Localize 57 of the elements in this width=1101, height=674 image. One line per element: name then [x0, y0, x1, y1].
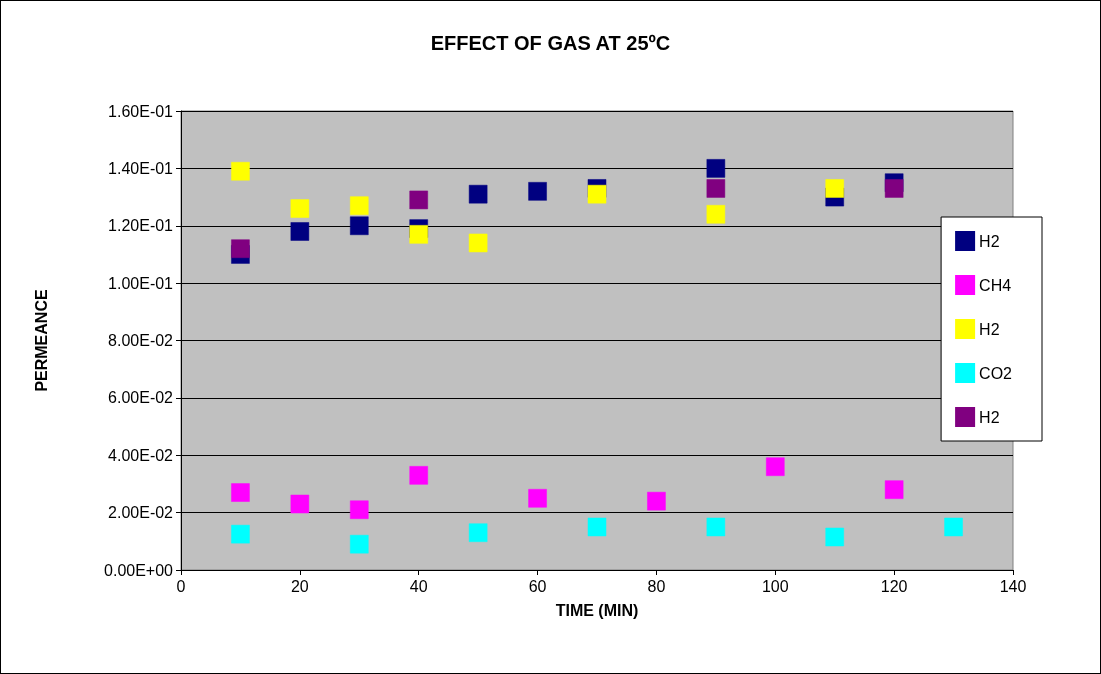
y-tick-label: 1.00E-01	[108, 274, 174, 292]
point	[766, 457, 785, 476]
legend-label: H2	[979, 320, 1000, 338]
legend-label: H2	[979, 408, 1000, 426]
point	[350, 500, 369, 520]
point	[290, 494, 310, 514]
point	[944, 517, 963, 537]
point	[290, 199, 310, 218]
point	[825, 527, 844, 547]
point	[587, 184, 607, 204]
point	[706, 159, 726, 178]
point	[350, 534, 369, 554]
point	[468, 233, 488, 253]
point	[231, 483, 250, 502]
point	[231, 524, 250, 544]
y-tick-label: 6.00E-02	[108, 389, 174, 407]
x-tick-label: 40	[409, 577, 428, 595]
y-tick-label: 1.60E-01	[108, 102, 174, 120]
point	[409, 225, 428, 244]
point	[290, 222, 310, 241]
point	[468, 523, 488, 542]
point	[884, 480, 904, 499]
point	[409, 190, 428, 210]
point	[825, 179, 844, 198]
point	[587, 517, 607, 537]
y-tick-label: 4.00E-02	[108, 446, 174, 464]
point	[350, 216, 369, 235]
x-tick-label: 80	[647, 577, 666, 595]
point	[884, 179, 904, 198]
y-tick-label: 2.00E-02	[108, 504, 174, 522]
point	[706, 205, 726, 224]
point	[409, 466, 428, 485]
y-tick-label: 8.00E-02	[108, 332, 174, 349]
point	[528, 489, 547, 508]
y-axis-title: PERMEANCE	[32, 289, 50, 392]
x-tick-label: 120	[880, 577, 908, 595]
chart-title: EFFECT OF GAS AT 25ºC	[430, 32, 671, 54]
y-tick-label: 1.40E-01	[108, 159, 174, 177]
point	[647, 491, 666, 511]
legend-label: CO2	[979, 364, 1013, 382]
x-tick-label: 100	[761, 577, 789, 595]
y-tick-label: 0.00E+00	[104, 561, 174, 579]
x-tick-label: 140	[999, 577, 1027, 595]
point	[706, 179, 726, 198]
x-axis-title: TIME (MIN)	[555, 601, 639, 619]
x-tick-label: 0	[176, 577, 186, 595]
x-tick-label: 60	[528, 577, 547, 595]
y-tick-label: 1.20E-01	[108, 217, 174, 235]
point	[528, 182, 547, 201]
point	[350, 196, 369, 215]
point	[468, 184, 488, 204]
point	[231, 239, 250, 258]
point	[231, 161, 250, 181]
point	[706, 517, 726, 537]
x-tick-label: 20	[290, 577, 309, 595]
legend-label: H2	[979, 232, 1000, 250]
legend-label: CH4	[979, 276, 1012, 294]
